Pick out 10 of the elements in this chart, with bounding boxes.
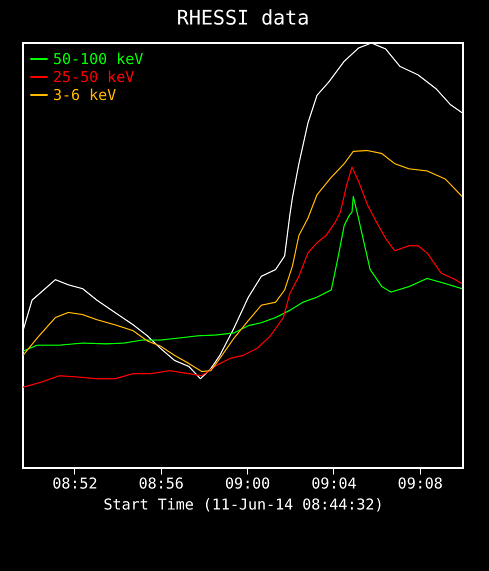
legend-label: 25-50 keV: [53, 68, 134, 86]
legend-label: 50-100 keV: [53, 50, 144, 68]
x-tick-label: 09:04: [311, 474, 357, 492]
x-tick-label: 08:52: [52, 474, 98, 492]
x-tick-label: 09:08: [398, 474, 443, 492]
x-tick-label: 09:00: [225, 474, 270, 492]
legend-label: 3-6 keV: [53, 86, 116, 104]
x-tick-label: 08:56: [138, 474, 184, 492]
chart-title: RHESSI data: [176, 5, 310, 30]
x-axis-title: Start Time (11-Jun-14 08:44:32): [104, 496, 384, 514]
